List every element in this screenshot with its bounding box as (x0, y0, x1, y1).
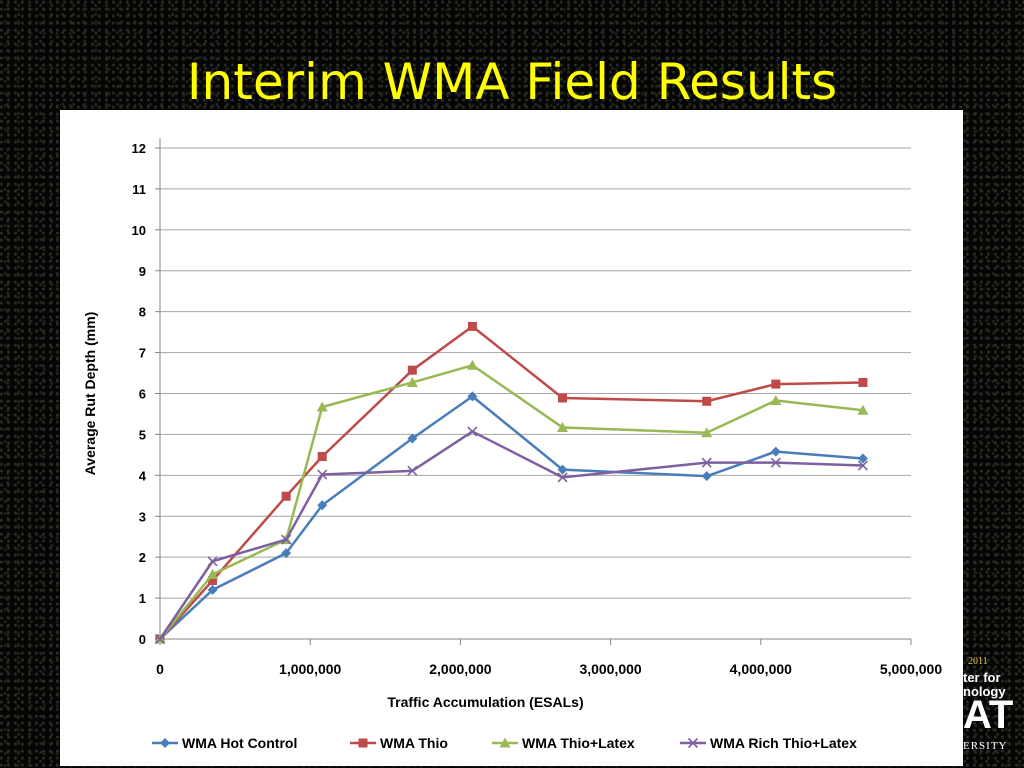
data-point-wma-thio-latex (406, 376, 418, 387)
y-tick-label: 11 (132, 182, 146, 197)
y-tick-label: 4 (139, 468, 147, 483)
y-tick-label: 1 (139, 591, 146, 606)
data-point-wma-hot-control (467, 391, 478, 402)
data-point-wma-rich-thio-latex (467, 426, 478, 437)
data-point-wma-rich-thio-latex (207, 556, 218, 567)
data-point-wma-thio (317, 452, 327, 462)
logo-line-1: ter for (963, 670, 1001, 685)
data-point-wma-hot-control (770, 446, 781, 457)
x-tick-label: 1,000,000 (279, 661, 341, 677)
data-point-wma-hot-control (557, 464, 568, 475)
y-tick-label: 3 (139, 509, 146, 524)
data-point-wma-thio (407, 365, 417, 375)
data-point-wma-rich-thio-latex (154, 633, 166, 645)
data-point-wma-rich-thio-latex (857, 460, 869, 471)
series-line-wma-thio (159, 325, 863, 640)
legend-label-wma-rich-thio-latex: WMA Rich Thio+Latex (710, 735, 857, 751)
y-tick-label: 7 (139, 346, 146, 361)
legend-label-wma-hot-control: WMA Hot Control (182, 735, 297, 751)
slide-title: Interim WMA Field Results (186, 53, 838, 111)
data-point-wma-rich-thio-latex (317, 469, 328, 480)
y-tick-label: 2 (139, 550, 146, 565)
y-axis-title: Average Rut Depth (mm) (82, 312, 98, 476)
data-point-wma-thio-latex (770, 394, 782, 405)
data-point-wma-thio-latex (857, 404, 869, 415)
logo-line-2: nology (963, 684, 1006, 699)
logo-mark: AT (963, 693, 1014, 737)
series-line-wma-rich-thio-latex (158, 430, 863, 640)
data-point-wma-thio-latex (466, 359, 478, 370)
data-point-wma-hot-control (281, 548, 292, 559)
legend-marker-wma-rich-thio-latex (687, 737, 699, 749)
legend-label-wma-thio-latex: WMA Thio+Latex (522, 735, 635, 751)
data-point-wma-rich-thio-latex (701, 457, 712, 468)
y-tick-label: 0 (139, 632, 146, 647)
x-tick-label: 3,000,000 (579, 661, 641, 677)
data-point-wma-thio (208, 575, 218, 585)
data-point-wma-hot-control (207, 584, 218, 595)
data-point-wma-rich-thio-latex (281, 534, 292, 545)
data-point-wma-rich-thio-latex (770, 457, 781, 468)
data-point-wma-hot-control (857, 453, 868, 464)
legend-label-wma-thio: WMA Thio (380, 735, 448, 751)
data-point-wma-thio-latex (207, 568, 219, 579)
data-point-wma-hot-control (701, 471, 712, 482)
x-tick-label: 5,000,000 (880, 661, 942, 677)
y-tick-label: 8 (139, 305, 146, 320)
x-tick-label: 4,000,000 (730, 661, 792, 677)
legend-marker-wma-thio-latex (499, 737, 511, 748)
data-point-wma-thio (771, 379, 781, 389)
x-tick-label: 0 (156, 661, 164, 677)
logo-university: ERSITY (963, 740, 1008, 752)
data-point-wma-thio (558, 393, 568, 403)
data-point-wma-thio-latex (316, 401, 328, 412)
data-point-wma-thio (467, 321, 477, 331)
series-line-wma-hot-control (159, 395, 864, 640)
x-tick-label: 2,000,000 (429, 661, 491, 677)
data-point-wma-rich-thio-latex (407, 465, 418, 476)
chart-panel: 0 1 2 3 4 5 6 7 8 9 10 11 12 0 1,000,000 2,000,000 3,000… (60, 110, 963, 766)
logo-year: 2011 (968, 656, 988, 667)
y-tick-label: 9 (139, 264, 146, 279)
series-line-wma-thio-latex (159, 364, 864, 640)
legend-marker-wma-thio (358, 738, 368, 748)
data-point-wma-thio (281, 491, 291, 501)
data-point-wma-hot-control (317, 500, 328, 511)
y-tick-label: 6 (139, 387, 146, 402)
data-point-wma-thio-latex (701, 427, 713, 438)
data-point-wma-thio (702, 396, 712, 406)
legend-marker-wma-hot-control (160, 738, 170, 748)
x-axis-title: Traffic Accumulation (ESALs) (387, 694, 583, 710)
y-tick-label: 10 (132, 223, 146, 238)
y-tick-label: 12 (132, 141, 146, 156)
data-point-wma-thio-latex (557, 421, 569, 432)
data-point-wma-rich-thio-latex (557, 472, 568, 483)
data-point-wma-hot-control (407, 433, 418, 444)
y-tick-label: 5 (139, 427, 146, 442)
data-point-wma-thio (858, 377, 868, 387)
